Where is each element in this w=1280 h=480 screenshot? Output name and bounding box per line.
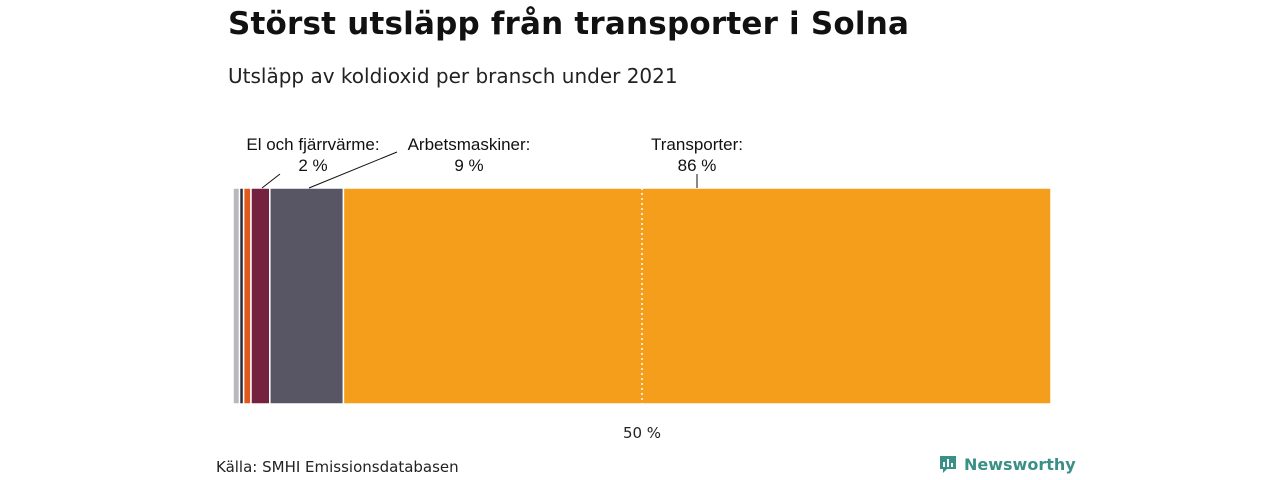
segment-value-label-5: 86 % [678, 156, 717, 175]
segment-name-label-3: El och fjärrvärme: [246, 135, 379, 154]
bar-segment-5 [342, 187, 1052, 405]
leader-line-4 [308, 151, 398, 189]
bar-segment-0 [232, 187, 241, 405]
bar-segment-3 [250, 187, 271, 405]
segment-name-label-5: Transporter: [651, 135, 743, 154]
leader-line-3 [261, 173, 281, 189]
segment-value-label-3: 2 % [298, 156, 327, 175]
chart-title: Störst utsläpp från transporter i Solna [228, 6, 910, 42]
newsworthy-logo-icon [940, 456, 956, 473]
newsworthy-logo: Newsworthy [938, 454, 1076, 474]
source-note: Källa: SMHI Emissionsdatabasen [216, 458, 459, 476]
segment-value-label-4: 9 % [454, 156, 483, 175]
stacked-bar-chart: 50 % El och fjärrvärme: 2 % Arbetsmaskiner… [232, 135, 1052, 442]
newsworthy-logo-text: Newsworthy [964, 454, 1076, 474]
bar-segment-4 [269, 187, 345, 405]
chart-subtitle: Utsläpp av koldioxid per bransch under 2… [228, 64, 678, 88]
segment-name-label-4: Arbetsmaskiner: [408, 135, 531, 154]
reference-line-label: 50 % [623, 424, 661, 442]
bar-segment-2 [242, 187, 252, 405]
